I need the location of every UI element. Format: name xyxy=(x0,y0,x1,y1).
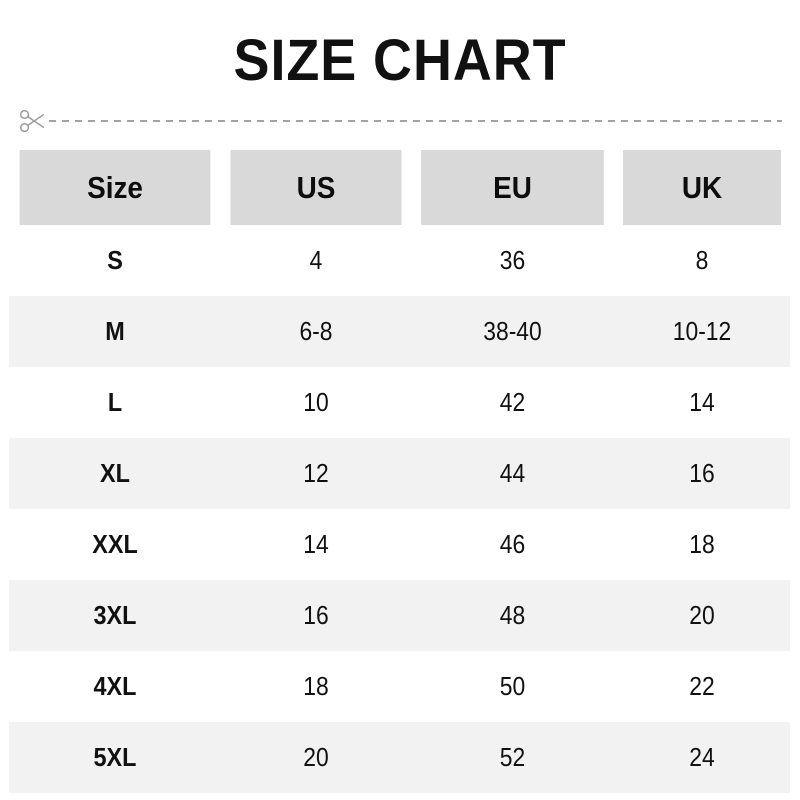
cell-uk: 16 xyxy=(689,458,715,488)
dashed-cut-track xyxy=(49,120,782,122)
cut-line xyxy=(18,104,782,138)
cell-us: 10 xyxy=(303,387,329,417)
cell-us: 12 xyxy=(303,458,329,488)
size-chart-table: Size US EU UK S 4 36 8 M 6-8 38-40 10-12… xyxy=(9,150,790,793)
cell-uk: 20 xyxy=(689,600,715,630)
page-title: SIZE CHART xyxy=(233,28,567,93)
cell-size: 3XL xyxy=(93,600,137,630)
cell-uk: 10-12 xyxy=(672,316,732,346)
cell-size: 5XL xyxy=(93,742,137,772)
cell-size: XXL xyxy=(92,529,138,559)
cell-us: 14 xyxy=(303,529,329,559)
table-row: XXL 14 46 18 xyxy=(9,509,790,580)
column-header-size: Size xyxy=(19,150,211,225)
cell-us: 4 xyxy=(309,245,323,275)
cell-size: 4XL xyxy=(93,671,137,701)
cell-eu: 38-40 xyxy=(483,316,542,346)
table-row: L 10 42 14 xyxy=(9,367,790,438)
scissors-icon xyxy=(19,109,45,133)
cell-uk: 14 xyxy=(689,387,715,417)
cell-us: 6-8 xyxy=(299,316,333,346)
table-row: XL 12 44 16 xyxy=(9,438,790,509)
cell-uk: 22 xyxy=(689,671,715,701)
table-row: M 6-8 38-40 10-12 xyxy=(9,296,790,367)
cell-uk: 8 xyxy=(695,245,709,275)
table-row: 5XL 20 52 24 xyxy=(9,722,790,793)
cell-us: 20 xyxy=(303,742,329,772)
column-header-eu: EU xyxy=(421,150,604,225)
cell-eu: 48 xyxy=(499,600,526,630)
cell-eu: 42 xyxy=(499,387,526,417)
cell-size: L xyxy=(107,387,123,417)
cell-eu: 52 xyxy=(499,742,526,772)
cell-size: M xyxy=(105,316,125,346)
cell-size: S xyxy=(107,245,123,275)
table-row: S 4 36 8 xyxy=(9,225,790,296)
cell-us: 18 xyxy=(303,671,329,701)
column-header-uk: UK xyxy=(622,150,782,225)
table-row: 4XL 18 50 22 xyxy=(9,651,790,722)
cell-eu: 36 xyxy=(499,245,526,275)
cell-eu: 46 xyxy=(499,529,526,559)
cell-uk: 18 xyxy=(689,529,715,559)
table-header-row: Size US EU UK xyxy=(9,150,790,225)
table-row: 3XL 16 48 20 xyxy=(9,580,790,651)
cell-eu: 44 xyxy=(499,458,526,488)
cell-uk: 24 xyxy=(689,742,715,772)
cell-size: XL xyxy=(100,458,130,488)
column-header-us: US xyxy=(230,150,402,225)
cell-eu: 50 xyxy=(499,671,526,701)
cell-us: 16 xyxy=(303,600,329,630)
